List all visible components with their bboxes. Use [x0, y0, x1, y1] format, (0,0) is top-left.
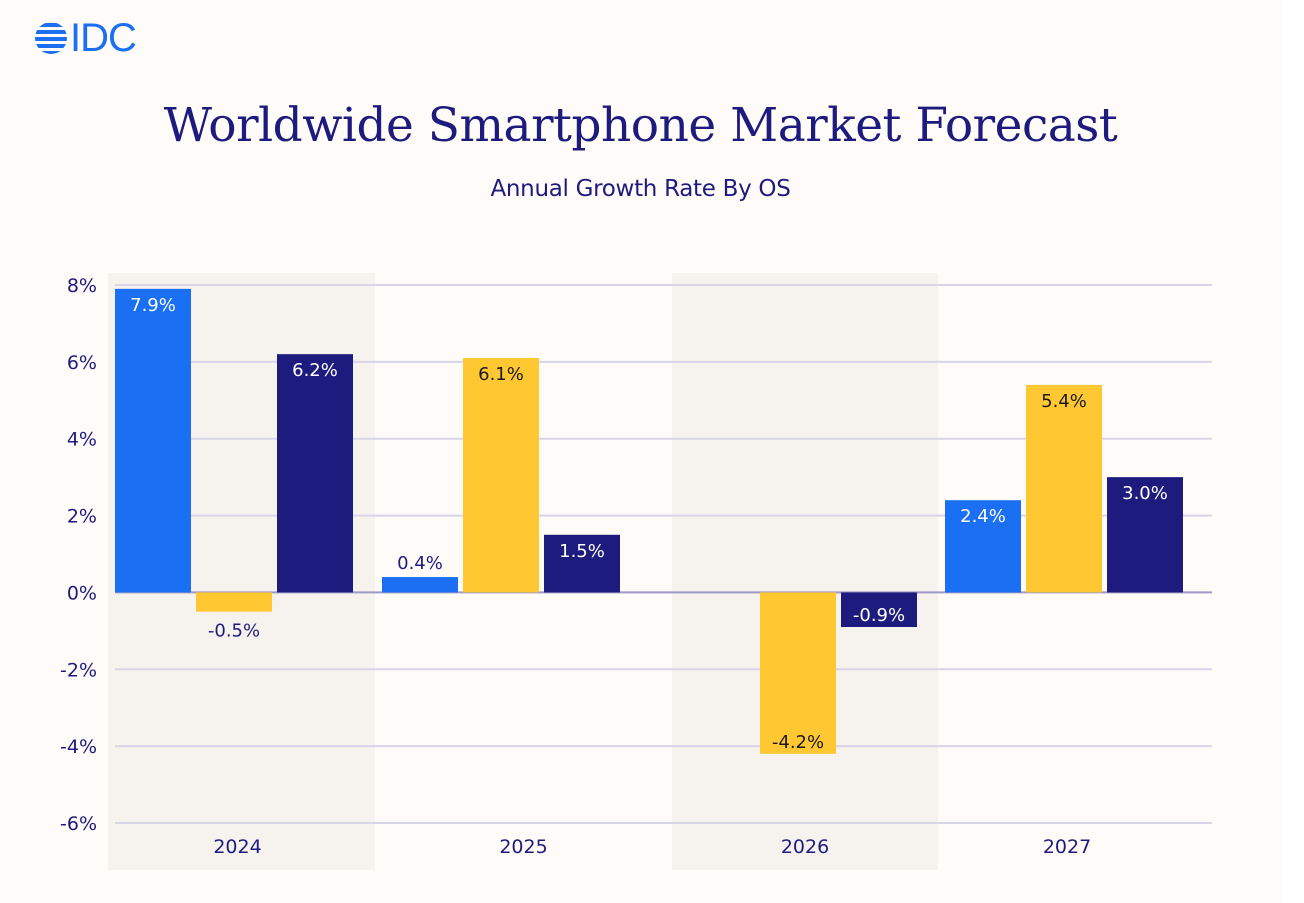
y-tick-label: -4%	[60, 736, 97, 758]
data-label: 2.4%	[960, 506, 1006, 527]
data-label: -0.9%	[853, 605, 905, 626]
bar-2024-series-3	[277, 354, 353, 593]
data-label: 7.9%	[130, 295, 176, 316]
bar-2024-series-1	[115, 288, 191, 593]
x-tick-label: 2025	[499, 836, 547, 858]
y-tick-label: 6%	[67, 352, 97, 374]
chart-title: Worldwide Smartphone Market Forecast	[163, 98, 1118, 153]
y-tick-label: -6%	[60, 813, 97, 835]
bar-2026-series-3	[841, 592, 917, 628]
data-label: 3.0%	[1122, 483, 1168, 504]
bar-2024-series-2	[196, 592, 272, 612]
y-tick-label: -2%	[60, 659, 97, 681]
bar-2027-series-3	[1107, 477, 1183, 593]
bar-2026-series-2	[760, 592, 836, 754]
chart-subtitle: Annual Growth Rate By OS	[490, 176, 791, 202]
y-tick-label: 4%	[67, 429, 97, 451]
data-label: 6.2%	[292, 360, 338, 381]
data-label: 5.4%	[1041, 391, 1087, 412]
bar-2027-series-1	[945, 500, 1021, 593]
y-tick-label: 0%	[67, 582, 97, 604]
x-tick-label: 2026	[781, 836, 829, 858]
bar-2025-series-1	[382, 577, 458, 593]
x-tick-label: 2024	[213, 836, 261, 858]
striped-globe-icon	[35, 23, 67, 54]
data-label: 1.5%	[559, 541, 605, 562]
idc-logo: IDC	[34, 16, 137, 60]
data-label: 0.4%	[397, 553, 443, 574]
logo-text: IDC	[70, 16, 137, 60]
data-label: 6.1%	[478, 364, 524, 385]
y-tick-label: 2%	[67, 506, 97, 528]
bar-2025-series-3	[544, 534, 620, 593]
band-2026	[672, 273, 938, 870]
data-label: -4.2%	[772, 732, 824, 753]
y-tick-label: 8%	[67, 275, 97, 297]
bar-2025-series-2	[463, 358, 539, 593]
data-label: -0.5%	[208, 621, 260, 642]
bar-2027-series-2	[1026, 384, 1102, 593]
x-tick-label: 2027	[1043, 836, 1091, 858]
